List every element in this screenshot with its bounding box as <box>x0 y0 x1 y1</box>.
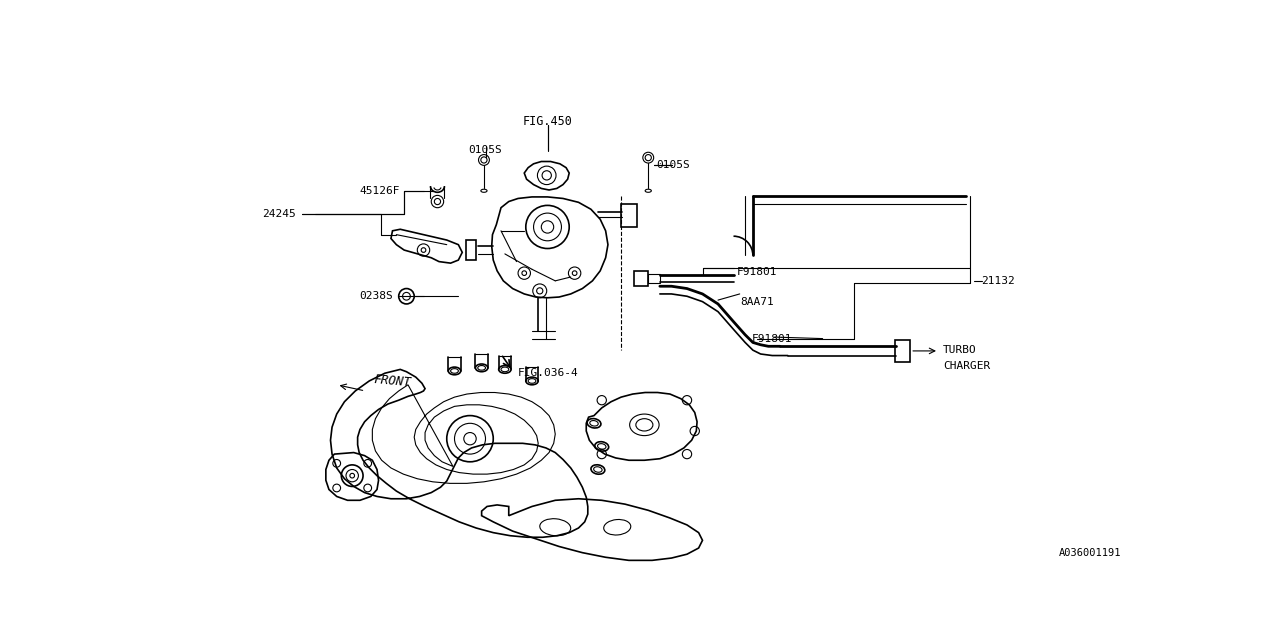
Text: 0105S: 0105S <box>468 145 502 155</box>
Text: FRONT: FRONT <box>374 373 412 389</box>
Text: 45126F: 45126F <box>360 186 401 196</box>
Text: F91801: F91801 <box>736 267 777 276</box>
Text: CHARGER: CHARGER <box>943 360 989 371</box>
Text: 0105S: 0105S <box>657 161 690 170</box>
Text: 0238S: 0238S <box>358 291 393 301</box>
Text: F91801: F91801 <box>753 333 792 344</box>
Text: FIG.036-4: FIG.036-4 <box>518 368 579 378</box>
Text: TURBO: TURBO <box>943 345 977 355</box>
Text: 21132: 21132 <box>982 276 1015 286</box>
Text: FIG.450: FIG.450 <box>522 115 572 128</box>
Text: 24245: 24245 <box>262 209 296 219</box>
Text: A036001191: A036001191 <box>1059 548 1121 557</box>
Text: 8AA71: 8AA71 <box>740 298 773 307</box>
